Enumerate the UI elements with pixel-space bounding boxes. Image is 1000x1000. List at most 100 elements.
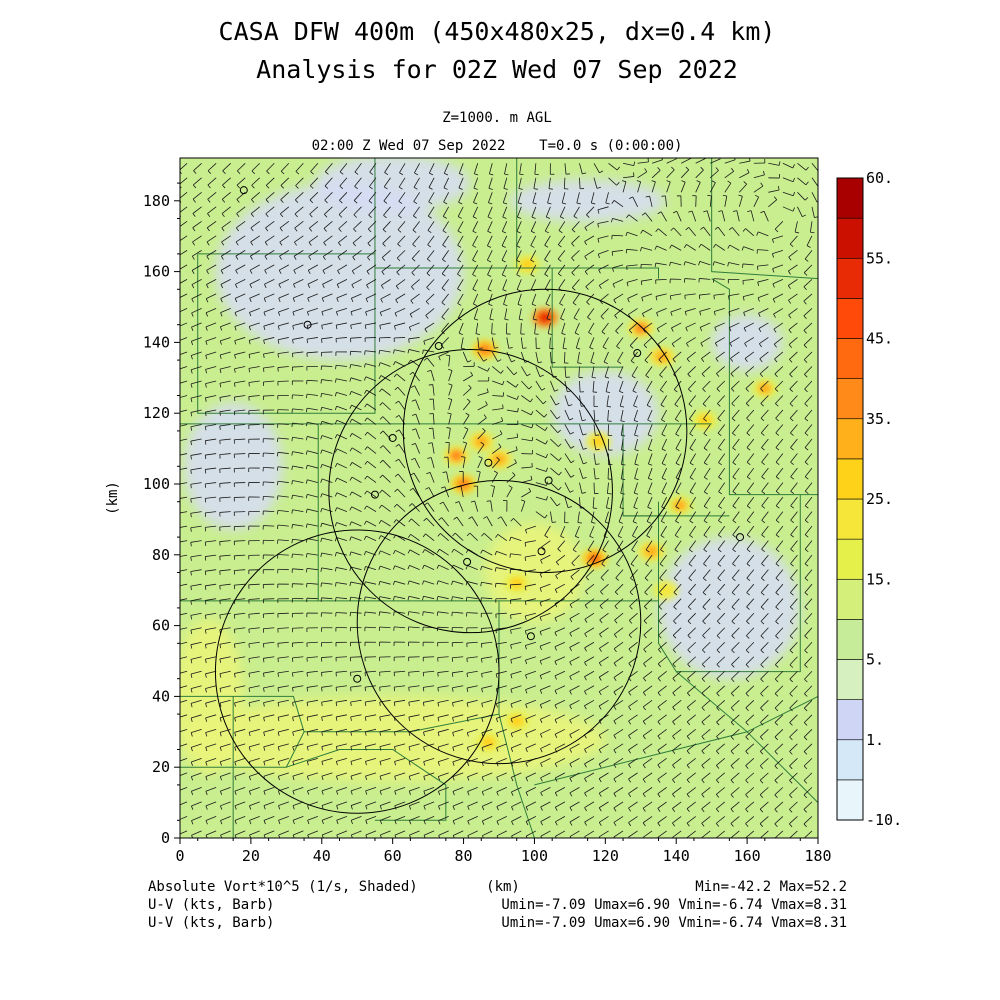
wind-barb-flag xyxy=(408,338,410,343)
wind-barb-flag xyxy=(291,422,293,428)
wind-barb-flag xyxy=(262,367,265,373)
wind-barb xyxy=(280,162,290,175)
wind-barb xyxy=(291,380,304,385)
wind-barb-shaft xyxy=(205,641,217,645)
wind-barb-shaft xyxy=(249,757,260,763)
wind-barb xyxy=(350,685,362,692)
wind-barb-shaft xyxy=(222,162,231,172)
wind-barb-flag xyxy=(480,566,483,571)
wind-barb-shaft xyxy=(249,830,260,836)
wind-barb xyxy=(321,816,333,825)
wind-barb xyxy=(219,612,231,619)
wind-barb-shaft xyxy=(481,787,493,793)
wind-barb xyxy=(436,548,449,556)
county-boundary xyxy=(676,494,801,673)
wind-barb-flag xyxy=(382,243,386,247)
wind-barb-shaft xyxy=(491,459,500,469)
wind-barb-flag xyxy=(192,184,197,189)
wind-barb-flag xyxy=(307,805,310,810)
wind-barb xyxy=(263,337,275,345)
wind-barb-shaft xyxy=(458,177,464,189)
wind-barb-shaft xyxy=(408,699,420,703)
wind-barb-shaft xyxy=(472,264,479,275)
wind-barb-flag xyxy=(465,565,468,570)
wind-barb xyxy=(306,714,318,722)
wind-barb xyxy=(220,830,231,838)
wind-barb xyxy=(234,801,246,810)
wind-barb xyxy=(393,337,406,343)
wind-barb-shaft xyxy=(263,786,275,792)
wind-barb-flag xyxy=(292,820,295,825)
wind-barb-shaft xyxy=(278,757,289,762)
wind-barb-shaft xyxy=(323,221,333,229)
wind-barb xyxy=(379,757,391,766)
wind-barb-shaft xyxy=(467,816,478,822)
wind-barb-flag xyxy=(425,487,430,490)
wind-barb xyxy=(395,429,406,440)
wind-barb xyxy=(294,206,304,218)
wind-barb-shaft xyxy=(180,482,188,485)
wind-barb xyxy=(334,392,348,397)
wind-barb-shaft xyxy=(234,569,246,571)
wind-barb xyxy=(322,250,333,261)
wind-barb-flag xyxy=(320,493,323,498)
wind-barb-flag xyxy=(368,214,372,218)
wind-barb-shaft xyxy=(251,162,261,172)
wind-barb-flag xyxy=(204,600,207,605)
wind-barb-flag xyxy=(249,284,253,289)
wind-barb xyxy=(394,386,406,396)
wind-barb-flag xyxy=(191,326,194,331)
wind-barb-flag xyxy=(234,776,237,781)
wind-barb xyxy=(306,728,318,736)
wind-barb xyxy=(204,612,217,620)
wind-barb-shaft xyxy=(236,221,246,229)
wind-barb xyxy=(180,351,188,355)
wind-barb-flag xyxy=(350,731,353,736)
wind-barb xyxy=(309,177,319,189)
wind-barb xyxy=(220,308,231,317)
wind-barb-shaft xyxy=(365,596,377,600)
wind-barb xyxy=(442,250,449,262)
wind-barb-shaft xyxy=(205,554,217,557)
wind-barb-flag xyxy=(466,398,471,402)
wind-barb xyxy=(291,480,304,485)
wind-barb xyxy=(451,611,464,617)
wind-barb xyxy=(445,354,451,367)
wind-barb-flag xyxy=(411,413,417,416)
wind-barb xyxy=(308,250,319,260)
wind-barb-shaft xyxy=(180,424,188,427)
wind-barb-shaft xyxy=(408,714,420,718)
wind-barb xyxy=(219,482,231,488)
wind-barb-flag xyxy=(305,408,308,413)
wind-barb-shaft xyxy=(425,293,435,302)
wind-barb xyxy=(249,801,260,810)
vorticity-maximum xyxy=(520,258,535,271)
wind-barb-shaft xyxy=(409,322,420,328)
wind-barb xyxy=(444,456,450,469)
wind-barb-shaft xyxy=(477,366,488,372)
wind-barb-flag xyxy=(320,435,323,440)
wind-barb xyxy=(277,685,289,692)
wind-barb-flag xyxy=(383,214,387,219)
wind-barb xyxy=(293,279,304,288)
wind-barb xyxy=(393,373,406,382)
wind-barb-shaft xyxy=(336,728,348,733)
wind-barb xyxy=(204,453,217,460)
wind-barb xyxy=(180,656,188,660)
wind-barb-shaft xyxy=(308,250,319,257)
wind-barb xyxy=(335,582,348,587)
wind-barb-flag xyxy=(335,702,338,707)
wind-barb xyxy=(467,787,478,796)
wind-barb-flag xyxy=(334,420,338,425)
wind-barb xyxy=(396,250,406,262)
wind-barb-shaft xyxy=(219,540,231,542)
wind-barb xyxy=(307,279,319,288)
wind-barb-shaft xyxy=(380,308,391,313)
wind-barb-shaft xyxy=(336,816,348,821)
wind-barb-shaft xyxy=(321,365,333,367)
wind-barb xyxy=(180,728,188,733)
wind-barb xyxy=(465,596,478,602)
wind-barb xyxy=(451,580,464,585)
wind-barb xyxy=(339,177,348,190)
wind-barb-flag xyxy=(305,508,308,514)
